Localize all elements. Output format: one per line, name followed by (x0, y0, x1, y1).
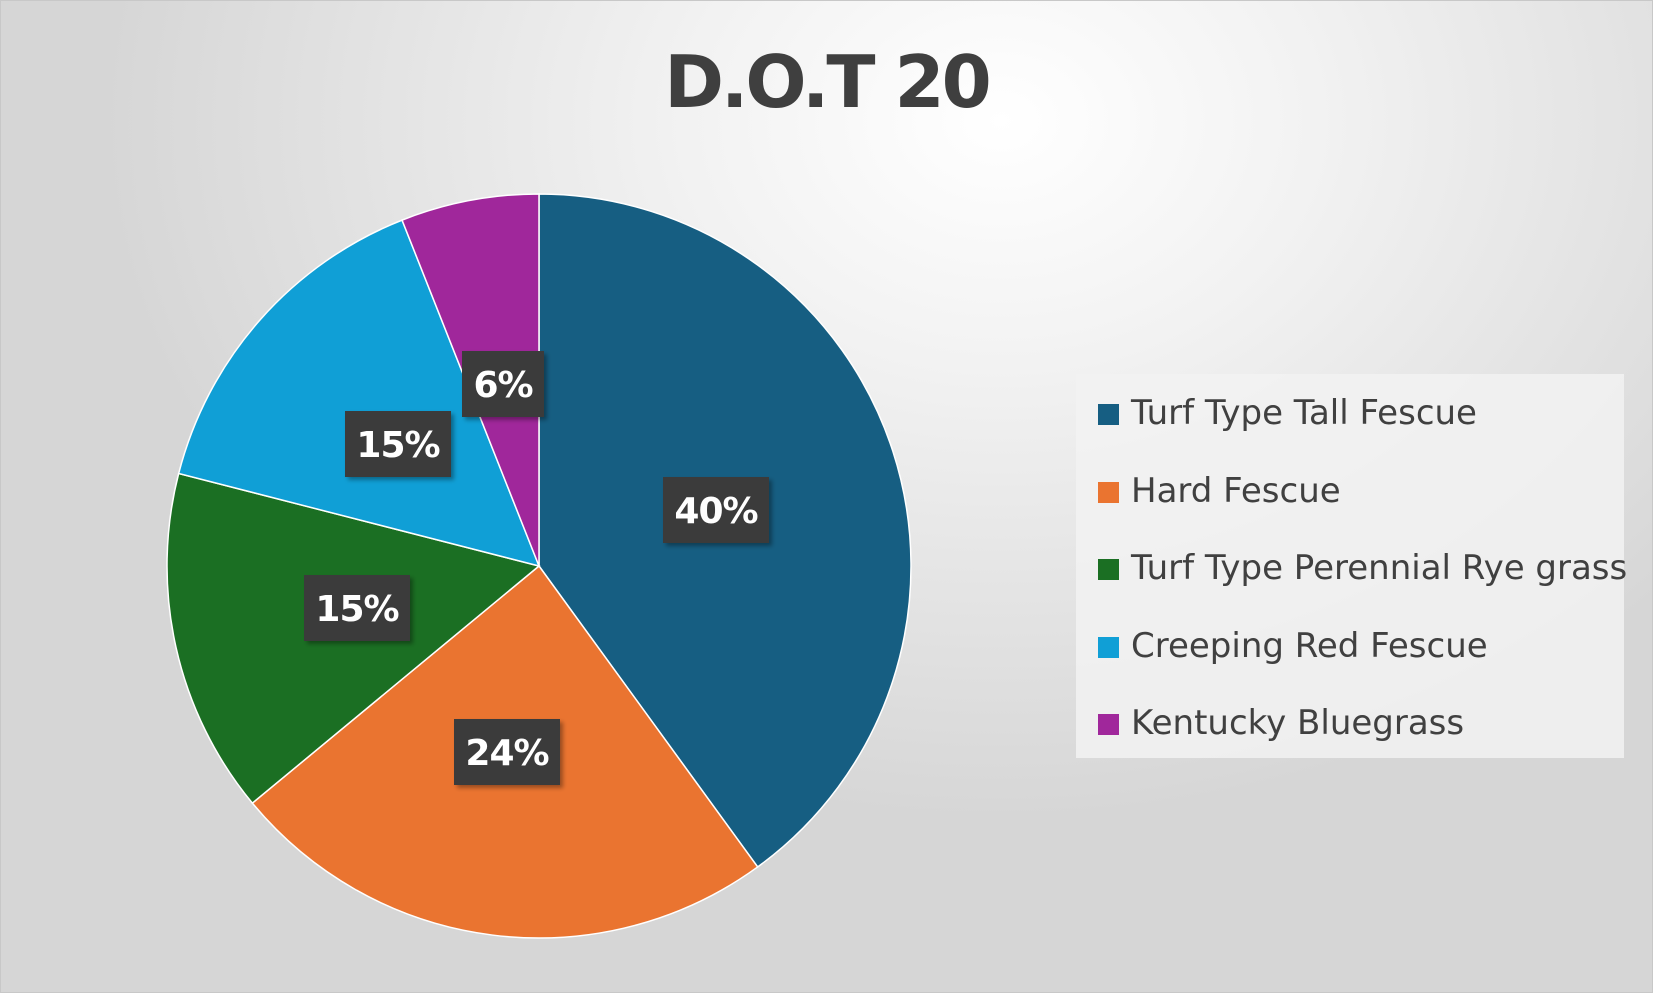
slice-creeping-red-fescue (177, 219, 541, 568)
legend-item: Turf Type Perennial Rye grass (1076, 543, 1628, 621)
legend-swatch (1098, 714, 1119, 735)
data-label: 15% (304, 575, 410, 641)
data-label-text: 40% (674, 491, 757, 532)
legend: Turf Type Tall Fescue Hard Fescue Turf T… (1076, 374, 1628, 758)
legend-swatch (1098, 636, 1119, 658)
data-label: 6% (462, 351, 544, 417)
data-label: 15% (345, 411, 451, 477)
pie-slices (166, 193, 912, 939)
data-label: 40% (663, 477, 769, 543)
data-label-text: 6% (473, 365, 532, 406)
legend-swatch (1098, 481, 1119, 503)
legend-item: Turf Type Tall Fescue (1076, 388, 1624, 466)
data-label-box (663, 477, 769, 543)
chart-title: D.O.T 20 (664, 40, 991, 124)
pie-data-labels: 40% 24% 15% 15% 6% (304, 351, 769, 785)
data-label-box (304, 575, 410, 641)
legend-label: Hard Fescue (1131, 470, 1341, 511)
data-label-box (345, 411, 451, 477)
legend-swatch (1098, 404, 1119, 425)
legend-label: Turf Type Perennial Rye grass (1131, 548, 1628, 588)
data-label-box (454, 719, 560, 785)
legend-item: Creeping Red Fescue (1076, 621, 1624, 699)
legend-label: Kentucky Bluegrass (1131, 703, 1465, 743)
legend-swatch (1098, 559, 1119, 580)
data-label: 24% (454, 719, 560, 785)
legend-label: Creeping Red Fescue (1131, 625, 1488, 666)
data-label-box (462, 351, 544, 417)
legend-item: Kentucky Bluegrass (1076, 698, 1624, 776)
data-label-text: 15% (356, 425, 439, 466)
data-label-text: 15% (315, 589, 398, 630)
legend-label: Turf Type Tall Fescue (1131, 393, 1477, 433)
data-label-text: 24% (465, 733, 548, 774)
legend-item: Hard Fescue (1076, 466, 1624, 544)
